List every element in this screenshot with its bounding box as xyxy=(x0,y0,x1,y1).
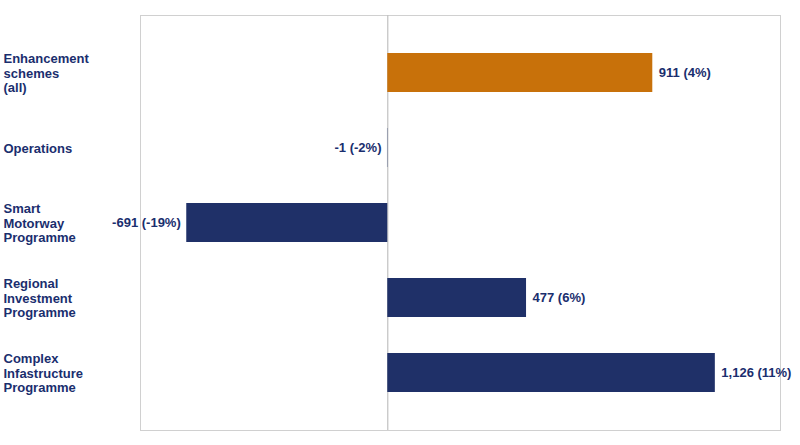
svg-text:SmartMotorwayProgramme: SmartMotorwayProgramme xyxy=(4,201,76,245)
svg-text:-1 (-2%): -1 (-2%) xyxy=(335,140,382,155)
svg-text:1,126 (11%): 1,126 (11%) xyxy=(721,365,791,380)
svg-text:ComplexInfastructureProgramme: ComplexInfastructureProgramme xyxy=(4,351,83,395)
svg-text:477 (6%): 477 (6%) xyxy=(533,290,586,305)
svg-text:Operations: Operations xyxy=(4,141,73,156)
svg-text:911 (4%): 911 (4%) xyxy=(659,65,711,80)
svg-text:-691 (-19%): -691 (-19%) xyxy=(112,215,181,230)
svg-text:Enhancementschemes(all): Enhancementschemes(all) xyxy=(4,51,90,95)
svg-text:RegionalInvestmentProgramme: RegionalInvestmentProgramme xyxy=(4,276,76,320)
